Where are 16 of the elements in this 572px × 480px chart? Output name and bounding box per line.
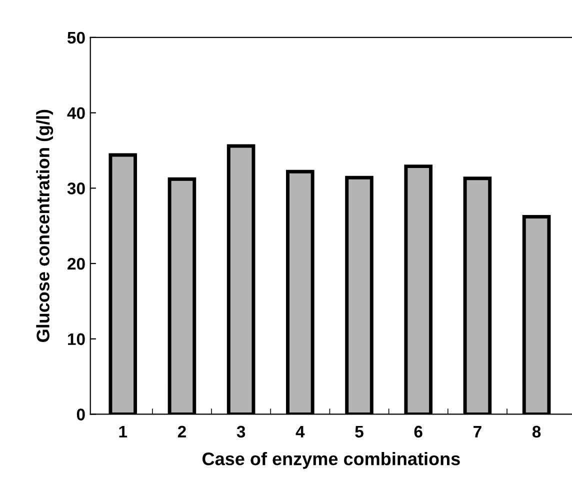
y-tick-label: 30 — [67, 182, 85, 194]
x-tick-label: 5 — [355, 426, 364, 438]
y-tick-label: 0 — [76, 408, 85, 420]
x-tick-label: 1 — [119, 426, 128, 438]
y-tick-label: 50 — [67, 32, 85, 44]
x-tick-label: 8 — [532, 426, 541, 438]
y-axis-title: Glucose concentration (g/l) — [36, 110, 54, 342]
y-tick-label: 10 — [68, 333, 85, 346]
x-tick-label: 7 — [474, 426, 482, 438]
y-tick-label: 40 — [67, 107, 85, 120]
x-tick-label: 4 — [296, 426, 305, 438]
x-tick-label: 2 — [178, 426, 186, 438]
x-tick-label: 3 — [236, 426, 246, 438]
y-tick-label: 20 — [68, 258, 85, 270]
x-axis-title: Case of enzyme combinations — [202, 452, 460, 469]
x-tick-label: 6 — [414, 426, 422, 438]
